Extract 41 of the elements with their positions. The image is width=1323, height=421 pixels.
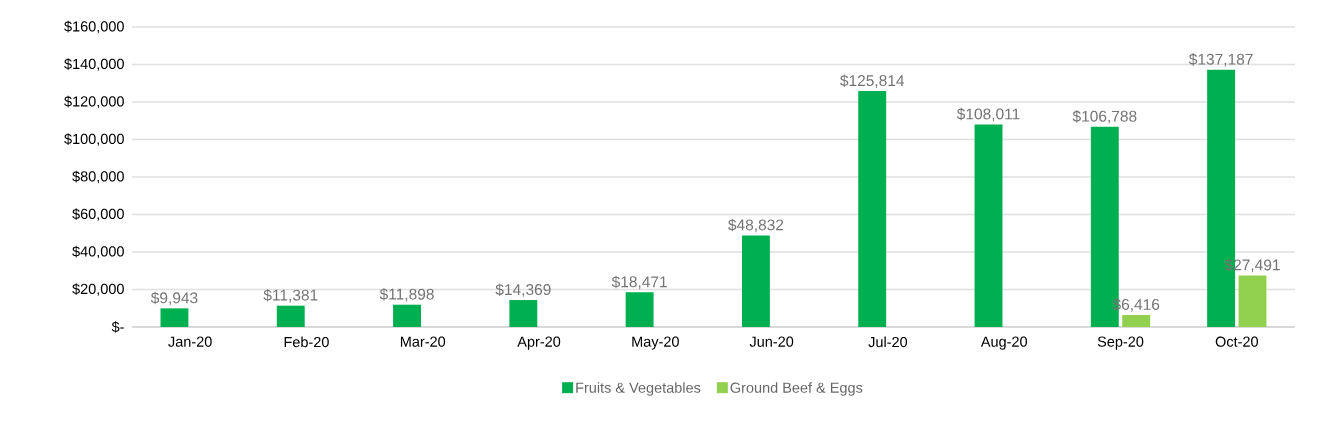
data-label: $137,187 [1188,53,1253,67]
x-tick-label: Aug-20 [980,336,1028,350]
y-tick-label: $160,000 [64,20,124,34]
x-tick-label: Jan-20 [168,336,212,347]
data-label: $11,381 [263,289,318,303]
bar [974,124,1003,327]
y-tick-label: $60,000 [72,208,124,221]
x-tick-label: Feb-20 [284,336,329,348]
y-tick-label: $- [111,321,124,333]
legend-label: Fruits & Vegetables [576,382,701,396]
bar [509,300,538,327]
data-label: $125,814 [840,74,905,88]
bar [1238,275,1267,327]
data-label: $11,898 [379,288,434,302]
data-label: $9,943 [150,291,198,306]
data-label: $108,011 [956,107,1020,122]
data-label: $106,788 [1072,110,1137,124]
legend-label: Ground Beef & Eggs [730,382,863,396]
x-tick-label: Sep-20 [1097,336,1144,350]
data-label: $48,832 [728,218,784,233]
x-tick-label: May-20 [632,336,679,350]
y-tick-label: $80,000 [72,170,124,184]
y-tick-label: $20,000 [72,283,124,296]
x-tick-label: Jun-20 [749,336,794,347]
y-tick-label: $100,000 [64,133,124,146]
bar [625,292,654,327]
y-tick-label: $140,000 [64,58,124,71]
data-label: $14,369 [495,283,551,297]
x-tick-label: Apr-20 [517,336,561,350]
bar [741,235,770,327]
bar [393,304,421,327]
x-tick-label: Jul-20 [868,336,908,348]
bar [858,91,887,327]
data-label: $18,471 [611,275,667,290]
y-tick-label: $40,000 [72,245,124,259]
bar [160,308,189,327]
x-tick-label: Mar-20 [400,336,446,347]
bar [276,305,305,327]
y-tick-label: $120,000 [64,95,124,109]
x-tick-label: Oct-20 [1215,336,1258,347]
bar [1122,314,1151,327]
